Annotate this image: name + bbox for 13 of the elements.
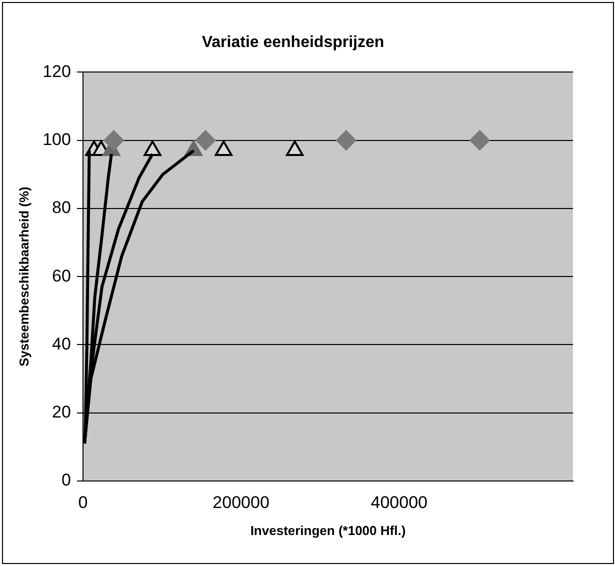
y-tick-label: 120 (42, 62, 71, 81)
y-tick-label: 0 (61, 470, 71, 490)
y-axis-title: Systeembeschikbaarheid (%) (16, 186, 32, 367)
y-tick-label: 60 (52, 266, 71, 286)
y-tick-label: 40 (52, 334, 71, 354)
x-tick-label: 200000 (212, 492, 270, 512)
x-tick-label: 400000 (370, 492, 428, 512)
y-tick-label: 20 (52, 402, 71, 422)
y-tick-label: 100 (42, 130, 71, 150)
y-tick-label: 80 (52, 198, 71, 218)
x-axis-title: Investeringen (*1000 Hfl.) (250, 522, 406, 538)
chart-title: Variatie eenheidsprijzen (202, 34, 384, 52)
x-tick-label: 0 (78, 492, 88, 512)
